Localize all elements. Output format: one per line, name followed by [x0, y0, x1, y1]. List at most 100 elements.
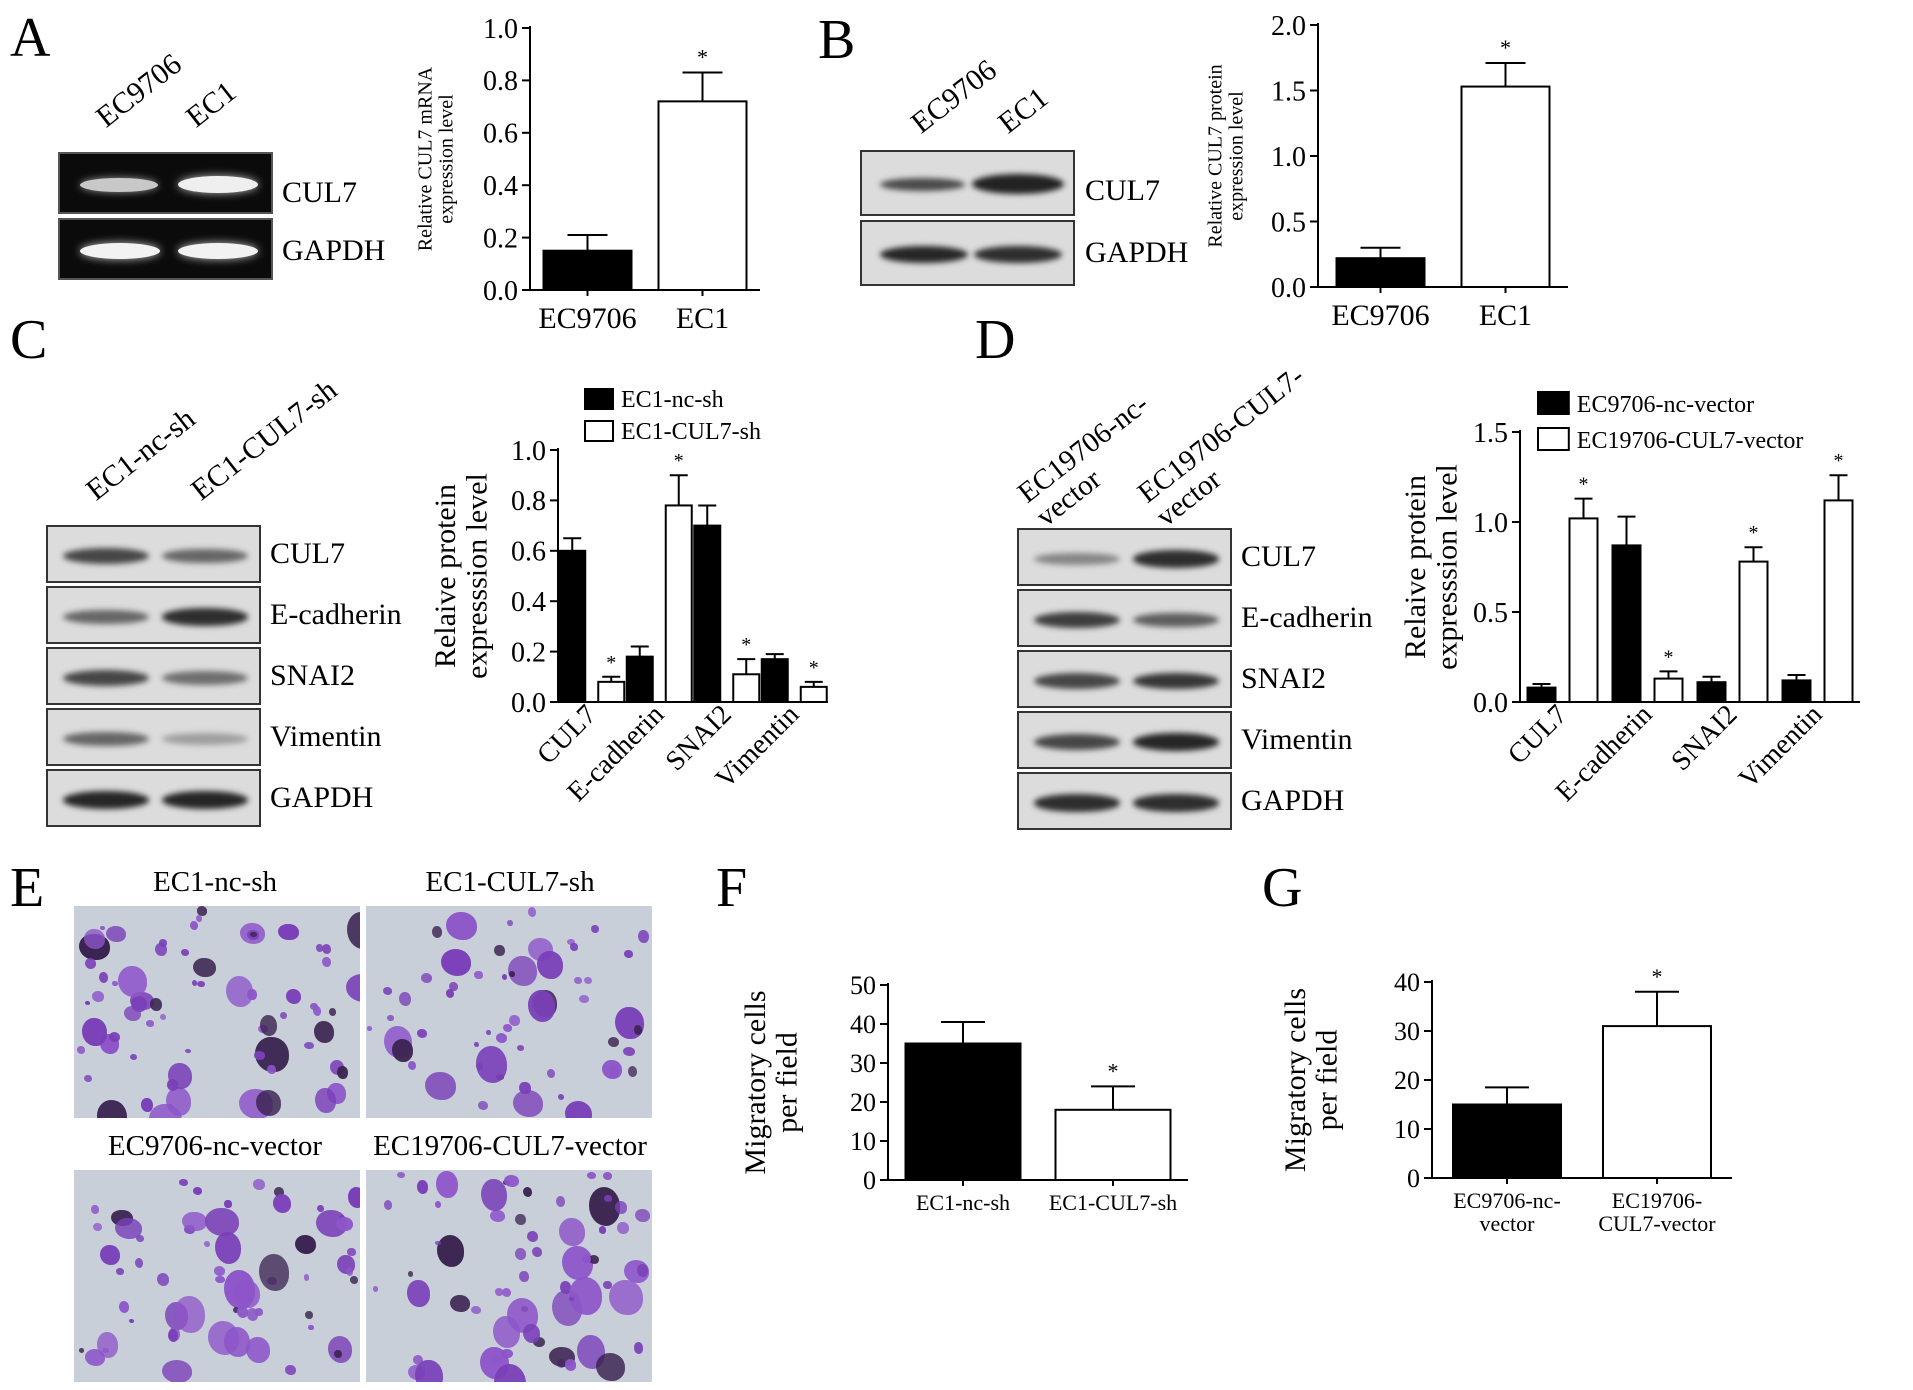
y-axis-label: Relaive proteinexpresssion level [429, 473, 494, 679]
chart-a: 0.0 0.2 0.4 0.6 0.8 1.0 Relative CUL7 mRNAexpr… [415, 14, 760, 335]
legend-label: EC1-CUL7-sh [621, 419, 761, 445]
stained-cell [602, 1060, 623, 1080]
stained-cell [470, 1306, 482, 1315]
y-axis-label-line: Relative CUL7 protein [1205, 64, 1227, 247]
stained-cell [536, 950, 563, 980]
blot-band [1132, 794, 1219, 812]
blot-row-label: GAPDH [1241, 784, 1345, 817]
stained-cell [527, 906, 537, 917]
x-tick-label: EC1-nc-sh [916, 1190, 1010, 1215]
blot-row-label: CUL7 [282, 176, 357, 209]
stained-cell [383, 1200, 393, 1211]
blot-band [161, 733, 248, 745]
bar [732, 673, 761, 703]
blot-row-label: CUL7 [1241, 540, 1316, 573]
stained-cell [564, 1101, 593, 1118]
stained-cell [478, 1101, 489, 1111]
blot-row-label: E-cadherin [1241, 601, 1373, 634]
stained-cell [474, 971, 483, 980]
y-tick-label: 2.0 [1271, 11, 1306, 42]
y-axis-label: Migratory cellsper field [739, 990, 804, 1174]
stained-cell [522, 1323, 540, 1344]
stained-cell [637, 1264, 649, 1277]
y-axis-label-line: Relative CUL7 mRNA [415, 66, 437, 251]
y-tick-label: 0.5 [1473, 598, 1508, 629]
stained-cell [91, 1204, 99, 1215]
stained-cell [501, 1349, 514, 1358]
stained-cell [246, 1308, 259, 1321]
stained-cell [116, 1268, 124, 1275]
blot-row-label: SNAI2 [270, 659, 356, 692]
stained-cell [557, 1094, 565, 1100]
y-axis-label-line: Relaive protein [1399, 475, 1432, 659]
stained-cell [314, 1087, 336, 1114]
blot-row-label: GAPDH [282, 234, 386, 267]
stained-cell [303, 1041, 314, 1050]
stained-cell [449, 982, 459, 992]
stained-cell [435, 1240, 441, 1246]
blot-band [1034, 794, 1121, 812]
micrograph-title: EC1-nc-sh [152, 866, 278, 898]
stained-cell [598, 1226, 607, 1234]
stained-cell [559, 1280, 571, 1294]
stained-cell [501, 973, 508, 980]
stained-cell [392, 1039, 414, 1063]
gel-band [80, 243, 160, 259]
stained-cell [569, 1277, 602, 1315]
y-tick-label: 0.6 [511, 537, 546, 568]
stained-cell [92, 1222, 103, 1232]
stained-cell [215, 1232, 242, 1264]
bar [625, 655, 654, 704]
stained-cell [316, 1205, 324, 1213]
x-tick-label-line: vector [1480, 1211, 1536, 1236]
blot-row-label: Vimentin [270, 720, 382, 753]
x-tick-label: EC9706-nc-vector [1453, 1188, 1561, 1236]
stained-cell [615, 1200, 627, 1214]
stained-cell [564, 1359, 577, 1371]
stained-cell [628, 1066, 638, 1077]
blot-row-label: Vimentin [1241, 723, 1353, 756]
stained-cell [118, 1301, 130, 1314]
legend-swatch [1537, 391, 1570, 415]
stained-cell [397, 1172, 406, 1179]
stained-cell [225, 975, 254, 1008]
stained-cell [254, 1308, 264, 1316]
lane-label-a-2: EC1 [179, 75, 243, 134]
stained-cell [97, 1100, 127, 1118]
stained-cell [407, 1279, 430, 1308]
stained-cell [489, 1210, 505, 1222]
stained-cell [604, 1194, 612, 1202]
stained-cell [346, 1267, 353, 1276]
stained-cell [189, 921, 198, 930]
legend-label: EC1-nc-sh [621, 387, 724, 413]
y-tick-label: 1.0 [1473, 508, 1508, 539]
stained-cell [196, 906, 208, 916]
x-tick-label-line: EC19706- [1612, 1188, 1702, 1213]
stained-cell [214, 1275, 225, 1284]
stained-cell [555, 1195, 565, 1207]
y-tick-label: 1.5 [1271, 76, 1306, 107]
micrograph-title: EC1-CUL7-sh [425, 866, 595, 898]
stained-cell [192, 1187, 202, 1195]
legend-swatch [584, 420, 614, 442]
stained-cell [117, 965, 148, 998]
bar [542, 249, 633, 291]
lane-label-a-1: EC9706 [89, 47, 188, 134]
blot-band [1034, 734, 1121, 750]
panel-letter-g: G [1262, 857, 1303, 919]
stained-cell [349, 1275, 359, 1285]
x-tick-label: Vimentin [1733, 699, 1829, 795]
stained-cell [407, 1271, 414, 1278]
significance-star: * [606, 652, 616, 674]
x-tick-label: EC1 [676, 302, 729, 335]
migration-micrograph [366, 1170, 652, 1382]
blot-band [63, 548, 150, 564]
significance-star: * [1834, 450, 1844, 472]
stained-cell [495, 1287, 504, 1296]
stained-cell [515, 1214, 526, 1226]
y-axis-label-line: per field [770, 1032, 803, 1133]
x-tick-label: EC19706-CUL7-vector [1598, 1188, 1716, 1236]
stained-cell [182, 1211, 207, 1232]
stained-cell [203, 1240, 210, 1247]
x-tick-label-line: EC1 [676, 302, 729, 335]
